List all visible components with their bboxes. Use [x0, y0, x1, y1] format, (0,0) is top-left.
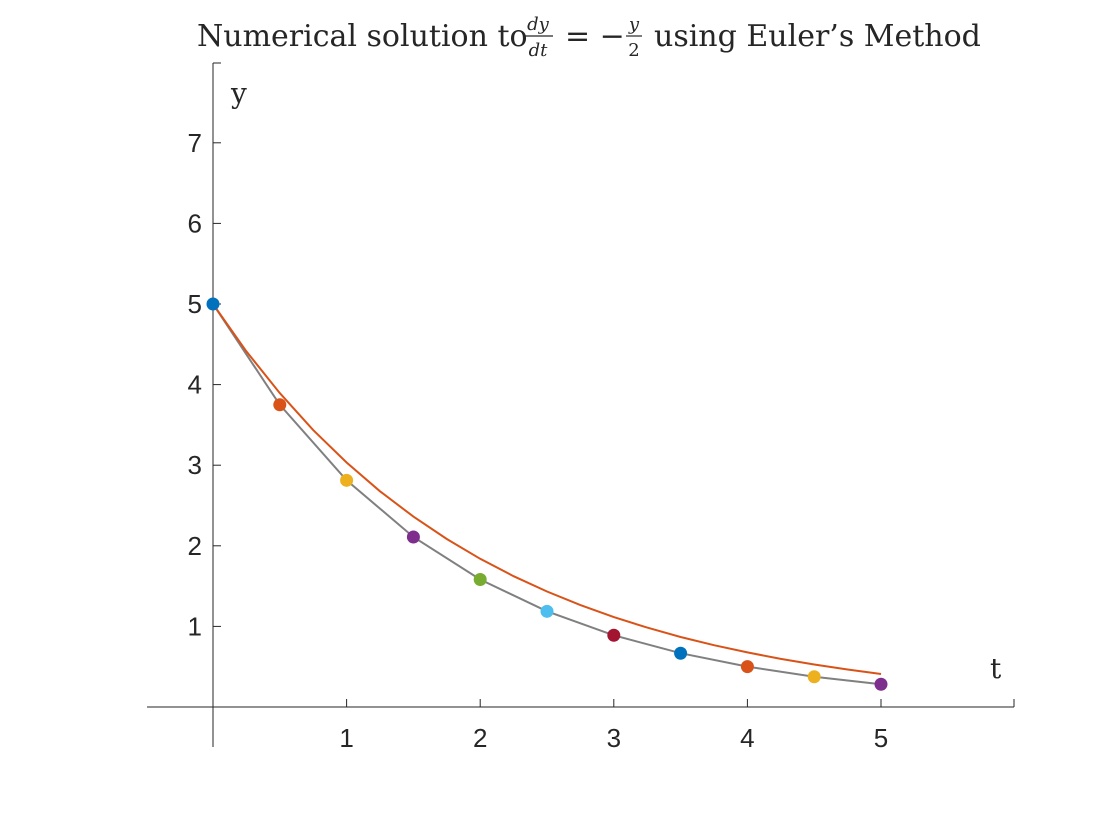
euler-point	[340, 473, 354, 487]
x-axis-label: t	[990, 652, 1002, 685]
euler-approximation-line	[212, 303, 882, 686]
euler-point	[206, 297, 220, 311]
y-tick-label: 4	[188, 370, 202, 400]
euler-point	[406, 530, 420, 544]
y-ticks: 1 2 3 4 5 6 7	[188, 128, 221, 641]
title-frac1-den: dt	[529, 40, 549, 61]
euler-point	[807, 670, 821, 684]
euler-point	[740, 660, 754, 674]
euler-point	[473, 572, 487, 586]
title-frac2-den: 2	[628, 40, 639, 61]
y-tick-label: 2	[188, 531, 202, 561]
y-tick-label: 3	[188, 450, 202, 480]
x-tick-label: 1	[339, 723, 353, 753]
chart-title: Numerical solution to dy dt = − y 2 usin…	[197, 14, 981, 61]
x-tick-label: 2	[473, 723, 487, 753]
series-layer	[206, 297, 888, 691]
y-axis-label: y	[230, 77, 247, 110]
title-prefix: Numerical solution to	[197, 19, 528, 54]
y-tick-label: 7	[188, 128, 202, 158]
x-ticks: 1 2 3 4 5	[339, 699, 888, 753]
title-suffix: using Euler’s Method	[654, 19, 981, 54]
euler-point	[674, 646, 688, 660]
title-frac2-num: y	[628, 14, 640, 35]
x-tick-label: 3	[607, 723, 621, 753]
title-equals: = −	[565, 19, 625, 54]
exact-solution-line	[212, 303, 882, 675]
euler-point	[874, 677, 888, 691]
euler-point	[540, 604, 554, 618]
euler-point	[607, 628, 621, 642]
y-tick-label: 1	[188, 611, 202, 641]
y-tick-label: 5	[188, 289, 202, 319]
y-tick-label: 6	[188, 208, 202, 238]
x-tick-label: 5	[874, 723, 888, 753]
euler-point	[273, 398, 287, 412]
x-tick-label: 4	[740, 723, 754, 753]
title-frac1-num: dy	[527, 14, 550, 35]
